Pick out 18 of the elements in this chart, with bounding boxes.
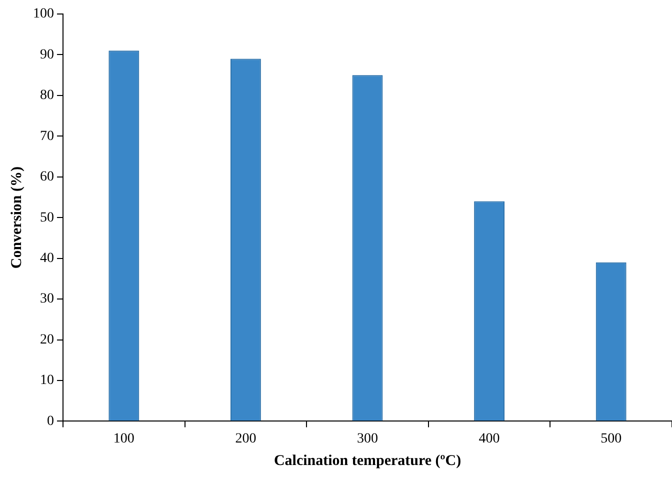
y-tick-label: 90 — [40, 47, 54, 62]
y-tick-label: 50 — [40, 210, 54, 226]
y-tick-label: 20 — [40, 332, 54, 348]
y-tick-label: 30 — [40, 292, 54, 307]
y-tick-label: 80 — [40, 88, 54, 104]
y-tick-label: 100 — [33, 6, 54, 22]
y-tick-label: 60 — [40, 170, 54, 185]
x-tick-label: 200 — [235, 431, 256, 446]
x-tick-label: 300 — [357, 431, 378, 446]
x-tick-label: 500 — [600, 431, 622, 446]
y-tick-label: 40 — [40, 250, 54, 266]
y-tick-label: 0 — [47, 414, 54, 429]
x-tick-label: 400 — [478, 431, 500, 446]
x-tick-label: 100 — [113, 431, 134, 446]
y-axis-title: Conversion (%) — [8, 166, 25, 269]
x-axis-title: Calcination temperature (ºC) — [274, 452, 462, 469]
y-tick-label: 10 — [40, 373, 54, 388]
y-tick-label: 70 — [40, 128, 54, 144]
